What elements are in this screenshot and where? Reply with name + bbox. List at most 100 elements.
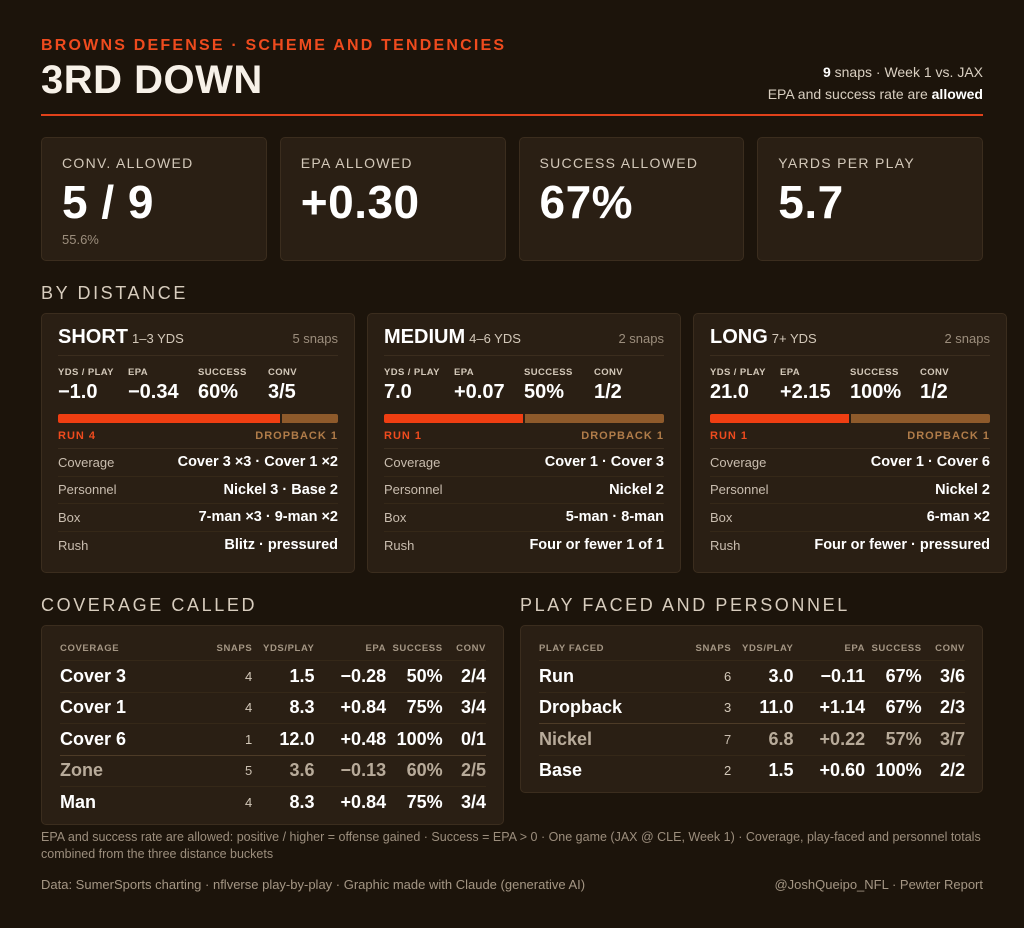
stat-label: CONV. ALLOWED: [62, 155, 194, 171]
distance-snaps: 5 snaps: [292, 331, 338, 346]
dropback-bar-segment: [525, 414, 664, 423]
cell-success: 57%: [885, 728, 922, 749]
dstat-value: 60%: [198, 381, 239, 403]
col-header: PLAY FACED: [539, 642, 605, 654]
col-header: YDS/PLAY: [742, 642, 794, 654]
col-header: EPA: [844, 642, 866, 654]
cell-yds: 1.5: [289, 665, 315, 686]
distance-card-medium: MEDIUM 4–6 YDS 2 snaps YDS / PLAY 7.0 EPA +…: [367, 313, 681, 573]
dropback-label: DROPBACK 1: [907, 430, 990, 442]
detail-key: Box: [384, 509, 407, 525]
detail-value: 7-man ×3 · 9-man ×2: [198, 509, 338, 526]
detail-key: Rush: [710, 537, 741, 553]
run-label: RUN 1: [384, 430, 423, 442]
dropback-label: DROPBACK 1: [581, 430, 664, 442]
detail-key: Coverage: [710, 454, 767, 470]
distance-stats: YDS / PLAY 7.0 EPA +0.07 SUCCESS 50% CONV 1/…: [384, 367, 664, 404]
dstat-label: SUCCESS: [850, 367, 899, 378]
cell-name: Nickel: [539, 728, 593, 749]
run-label: RUN 4: [58, 430, 97, 442]
cell-name: Cover 3: [60, 665, 127, 686]
dropback-bar-segment: [851, 414, 990, 423]
col-header: SUCCESS: [871, 642, 922, 654]
detail-row-box: Box 5-man · 8-man: [384, 504, 664, 532]
distance-range: 7+ YDS: [771, 331, 817, 346]
cell-epa: +1.14: [819, 697, 866, 718]
cell-snaps: 4: [245, 794, 253, 810]
stat-value: +0.30: [300, 176, 420, 228]
stat-card-success: SUCCESS ALLOWED 67%: [518, 137, 745, 261]
cell-name: Dropback: [539, 697, 623, 718]
dstat-yds: YDS / PLAY 7.0: [384, 367, 454, 404]
detail-row-box: Box 7-man ×3 · 9-man ×2: [58, 504, 338, 532]
dstat-value: −0.34: [128, 381, 179, 403]
cell-name: Run: [539, 665, 574, 686]
detail-row-coverage: Coverage Cover 1 · Cover 6: [710, 449, 990, 477]
cell-success: 67%: [885, 665, 922, 686]
cell-yds: 8.3: [289, 791, 315, 812]
cell-yds: 3.6: [289, 760, 315, 781]
stat-card-conv: CONV. ALLOWED 5 / 9 55.6%: [41, 137, 267, 261]
stat-value: 5.7: [778, 176, 844, 228]
detail-value: Nickel 2: [609, 481, 664, 498]
dstat-label: CONV: [268, 367, 298, 378]
cell-success: 50%: [406, 665, 443, 686]
cell-success: 100%: [875, 760, 922, 781]
detail-row-box: Box 6-man ×2: [710, 504, 990, 532]
cell-yds: 1.5: [768, 760, 794, 781]
distance-name: MEDIUM: [384, 326, 466, 348]
table-row: Cover 1 4 8.3 +0.84 75% 3/4: [60, 691, 486, 724]
table-row: Run 6 3.0 −0.11 67% 3/6: [539, 660, 965, 692]
distance-card-header: SHORT 1–3 YDS 5 snaps: [58, 326, 338, 356]
detail-value: Four or fewer · pressured: [814, 537, 990, 554]
cell-snaps: 1: [245, 731, 253, 747]
epa-note: EPA and success rate are allowed: [768, 83, 983, 105]
cell-epa: +0.84: [340, 791, 387, 812]
section-heading-play-faced: PLAY FACED AND PERSONNEL: [520, 595, 850, 615]
cell-conv: 3/6: [939, 665, 965, 686]
cell-success: 60%: [406, 760, 443, 781]
cell-epa: −0.11: [820, 665, 866, 686]
dstat-value: +0.07: [454, 381, 505, 403]
snaps-count: 9: [822, 64, 831, 80]
dropback-label: DROPBACK 1: [255, 430, 338, 442]
cell-yds: 11.0: [759, 697, 794, 718]
distance-card-long: LONG 7+ YDS 2 snaps YDS / PLAY 21.0 EPA +2.…: [693, 313, 1007, 573]
distance-card-header: MEDIUM 4–6 YDS 2 snaps: [384, 326, 664, 356]
stat-card-yards: YARDS PER PLAY 5.7: [757, 137, 983, 261]
detail-row-coverage: Coverage Cover 1 · Cover 3: [384, 449, 664, 477]
dstat-label: EPA: [780, 367, 801, 378]
dstat-conv: CONV 1/2: [920, 367, 990, 404]
table-header: COVERAGE SNAPS YDS/PLAY EPA SUCCESS CONV: [60, 636, 486, 660]
author-credit: @JoshQueipo_NFL · Pewter Report: [774, 877, 983, 892]
col-header: YDS/PLAY: [263, 642, 315, 654]
col-header: SNAPS: [216, 642, 253, 654]
detail-key: Personnel: [384, 482, 443, 498]
run-dropback-bar: [384, 414, 664, 423]
snaps-line: 9 snaps · Week 1 vs. JAX: [768, 61, 983, 83]
dstat-epa: EPA +2.15: [780, 367, 850, 404]
dstat-label: YDS / PLAY: [710, 367, 766, 378]
detail-value: Nickel 2: [935, 481, 990, 498]
cell-success: 67%: [885, 697, 922, 718]
bar-labels: RUN 1 DROPBACK 1: [384, 430, 664, 449]
dstat-label: YDS / PLAY: [58, 367, 114, 378]
detail-key: Box: [710, 509, 733, 525]
detail-key: Box: [58, 509, 81, 525]
stat-value: 67%: [539, 176, 634, 228]
detail-key: Personnel: [710, 482, 769, 498]
stat-value: 5 / 9: [62, 176, 155, 228]
cell-conv: 2/4: [460, 665, 486, 686]
dstat-epa: EPA −0.34: [128, 367, 198, 404]
dstat-label: YDS / PLAY: [384, 367, 440, 378]
detail-key: Coverage: [58, 454, 115, 470]
stat-label: EPA ALLOWED: [300, 155, 413, 171]
dstat-success: SUCCESS 100%: [850, 367, 920, 404]
cell-yds: 6.8: [768, 728, 794, 749]
col-header: COVERAGE: [60, 642, 120, 654]
table-row: Dropback 3 11.0 +1.14 67% 2/3: [539, 691, 965, 724]
detail-row-rush: Rush Four or fewer 1 of 1: [384, 532, 664, 560]
cell-snaps: 6: [724, 668, 732, 684]
cell-epa: −0.13: [340, 760, 387, 781]
dstat-label: CONV: [920, 367, 950, 378]
